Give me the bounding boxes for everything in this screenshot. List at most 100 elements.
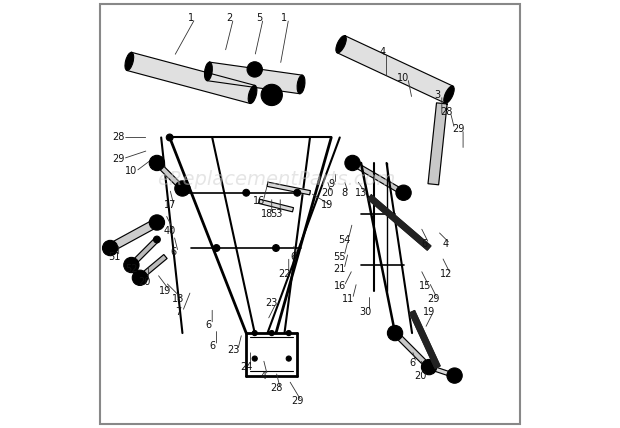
Circle shape [154,160,160,166]
Text: 2: 2 [226,13,232,24]
Text: 4: 4 [260,371,266,380]
Polygon shape [428,103,447,185]
Polygon shape [337,36,453,103]
Circle shape [396,185,411,200]
Circle shape [345,155,360,171]
Circle shape [252,356,257,361]
Text: 13: 13 [355,188,367,198]
Text: 40: 40 [164,226,176,236]
Text: 19: 19 [423,307,435,317]
Circle shape [132,270,148,285]
Circle shape [294,189,301,196]
Text: 55: 55 [334,252,346,262]
Circle shape [102,241,118,256]
Text: 9: 9 [328,179,334,189]
Text: 5: 5 [256,13,262,24]
Circle shape [175,181,190,196]
Text: 6: 6 [209,341,215,351]
Text: 29: 29 [427,294,440,304]
Circle shape [137,275,143,281]
Text: 30: 30 [359,307,371,317]
Ellipse shape [205,62,212,81]
Text: 10: 10 [397,73,410,83]
Circle shape [154,236,161,243]
Polygon shape [207,62,303,94]
Circle shape [447,368,463,383]
Text: 52: 52 [125,264,138,274]
Polygon shape [428,365,455,377]
Circle shape [286,356,291,361]
Circle shape [269,330,274,336]
Text: 16: 16 [253,196,265,206]
Circle shape [213,245,220,251]
Circle shape [392,330,398,336]
Circle shape [273,245,280,251]
Polygon shape [130,238,159,267]
Text: 29: 29 [291,396,303,406]
Text: 8: 8 [341,188,347,198]
Text: 21: 21 [334,264,346,274]
Text: 54: 54 [338,235,350,244]
Text: 20: 20 [321,188,333,198]
Text: 20: 20 [414,371,427,380]
Circle shape [107,245,113,251]
Polygon shape [108,219,159,252]
Circle shape [401,190,407,196]
Circle shape [149,155,164,171]
Text: 22: 22 [278,268,291,279]
Text: 28: 28 [270,383,282,393]
Polygon shape [259,199,293,212]
Polygon shape [155,161,184,190]
Ellipse shape [297,75,305,94]
Circle shape [422,360,436,375]
Circle shape [252,330,257,336]
Polygon shape [138,255,167,280]
Text: 7: 7 [175,307,181,317]
Circle shape [243,189,250,196]
Text: 19: 19 [159,285,172,296]
Text: 6: 6 [171,247,177,257]
Circle shape [149,215,164,230]
Text: 19: 19 [321,200,333,211]
Circle shape [166,134,173,141]
Text: 23: 23 [265,298,278,308]
Text: 6: 6 [409,358,415,368]
Circle shape [426,364,432,370]
Text: 29: 29 [112,154,125,164]
Text: 23: 23 [228,345,240,355]
Ellipse shape [125,52,134,71]
Polygon shape [352,161,405,195]
Text: 16: 16 [334,281,346,291]
Text: 18: 18 [172,294,184,304]
Polygon shape [393,331,431,369]
Circle shape [451,372,458,379]
Text: 6: 6 [205,320,211,330]
Text: 18: 18 [262,209,273,219]
Polygon shape [368,195,431,250]
Circle shape [388,325,403,341]
Polygon shape [267,182,311,195]
Circle shape [247,62,262,77]
Text: 6: 6 [290,252,296,262]
Text: 28: 28 [440,107,452,117]
Text: 1: 1 [281,13,288,24]
Text: 17: 17 [164,200,176,211]
Circle shape [261,84,282,106]
Circle shape [267,90,277,100]
Text: 1: 1 [188,13,194,24]
Text: eReplacementParts.com: eReplacementParts.com [157,170,395,190]
Text: 4: 4 [379,48,386,57]
Text: 10: 10 [125,166,138,176]
Polygon shape [127,52,255,104]
Text: 4: 4 [443,239,449,249]
Ellipse shape [444,86,454,103]
Circle shape [179,185,185,192]
Text: 24: 24 [240,362,252,372]
Ellipse shape [248,85,257,104]
Text: 20: 20 [138,277,151,287]
Polygon shape [410,311,440,368]
Circle shape [350,160,356,166]
Text: 28: 28 [112,132,125,143]
Text: 51: 51 [108,252,120,262]
Text: 15: 15 [418,281,431,291]
